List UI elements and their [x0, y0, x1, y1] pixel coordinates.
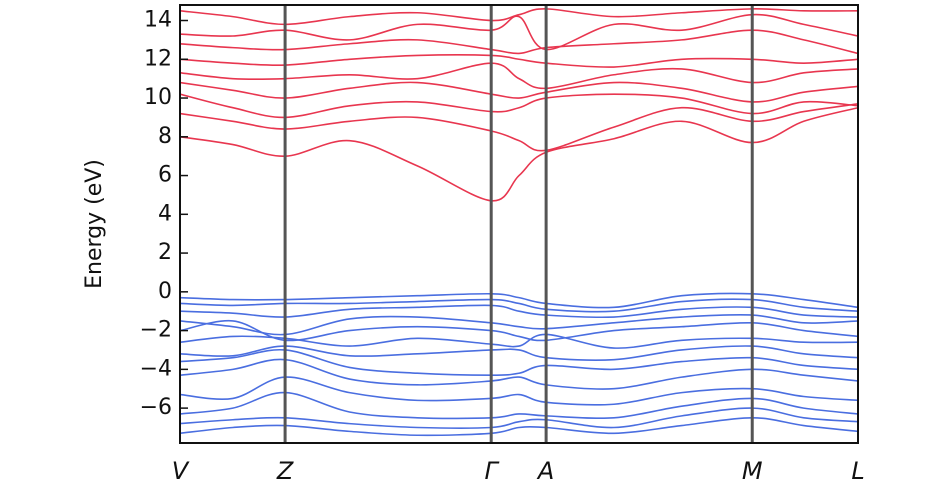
- plot-frame: [179, 4, 859, 444]
- band-line: [180, 29, 858, 55]
- y-tick-label: 10: [144, 85, 172, 110]
- x-tick-label: Z: [276, 457, 294, 485]
- y-tick-label: 14: [144, 8, 172, 33]
- y-tick-label: 0: [158, 279, 172, 304]
- y-tick-label: −2: [140, 318, 172, 343]
- y-tick-label: 6: [158, 163, 172, 188]
- band-line: [180, 62, 858, 90]
- band-line: [180, 81, 858, 103]
- y-tick-label: 2: [158, 240, 172, 265]
- band-line: [180, 54, 858, 68]
- x-tick-label: V: [172, 457, 190, 485]
- y-axis-label: Energy (eV): [82, 159, 107, 289]
- band-line: [180, 358, 858, 390]
- y-tick-label: 8: [158, 124, 172, 149]
- y-tick-label: −6: [140, 395, 172, 420]
- band-line: [180, 103, 858, 152]
- band-line: [180, 298, 858, 313]
- x-tick-label: A: [536, 457, 554, 485]
- band-line: [180, 417, 858, 437]
- band-line: [180, 13, 858, 51]
- x-tick-label: L: [851, 457, 864, 485]
- band-line: [180, 391, 858, 420]
- band-line: [180, 348, 858, 376]
- x-tick-label: Γ: [485, 457, 500, 485]
- x-tick-label: M: [742, 457, 763, 485]
- band-line: [180, 376, 858, 406]
- y-tick-label: 12: [144, 46, 172, 71]
- y-tick-label: −4: [140, 356, 172, 381]
- y-tick-label: 4: [158, 201, 172, 226]
